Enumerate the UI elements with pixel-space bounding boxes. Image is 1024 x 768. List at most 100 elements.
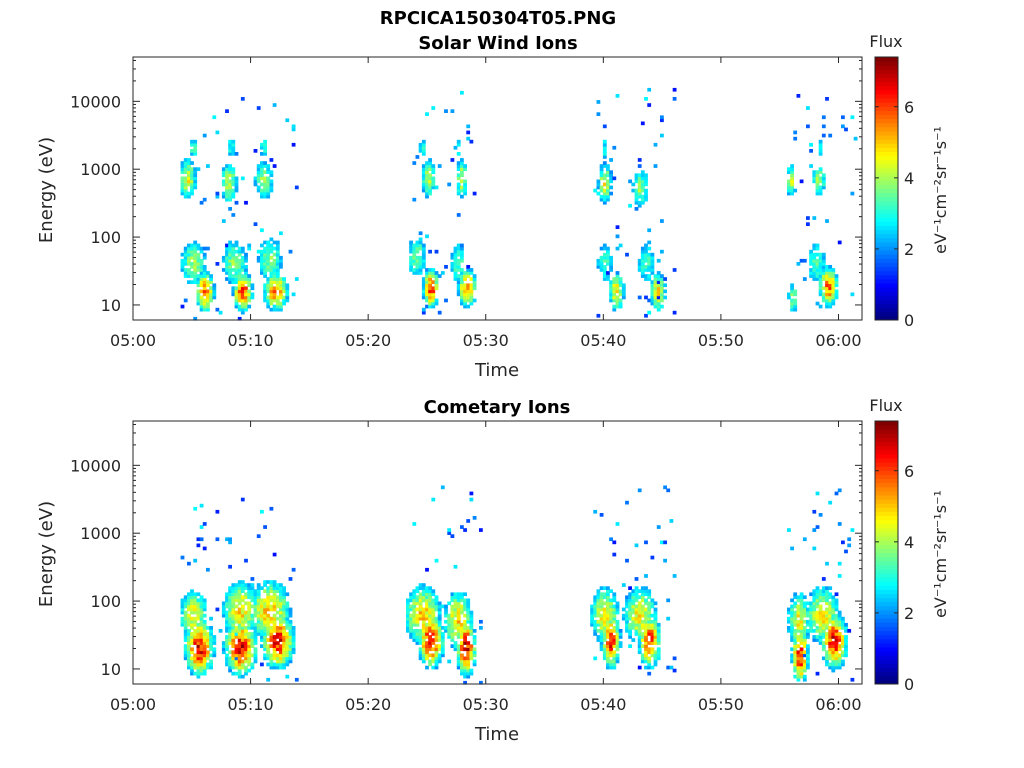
- heatmap-cell: [466, 629, 471, 633]
- heatmap-cell: [244, 558, 248, 563]
- heatmap-cell: [272, 665, 277, 670]
- heatmap-cell: [237, 252, 242, 257]
- heatmap-cell: [644, 632, 648, 636]
- heatmap-cell: [821, 589, 826, 593]
- heatmap-cell: [812, 607, 817, 612]
- heatmap-cell: [225, 182, 229, 187]
- heatmap-cell: [237, 626, 242, 630]
- heatmap-cell: [199, 619, 204, 624]
- heatmap-cell: [237, 592, 242, 597]
- heatmap-cell: [412, 619, 417, 624]
- heatmap-cell: [180, 610, 185, 615]
- heatmap-cell: [596, 313, 601, 318]
- heatmap-cell: [606, 589, 610, 593]
- heatmap-cell: [428, 622, 432, 627]
- heatmap-cell: [253, 222, 258, 226]
- heatmap-cell: [666, 616, 671, 621]
- heatmap-cell: [599, 586, 604, 590]
- heatmap-cell: [844, 641, 848, 645]
- heatmap-cell: [796, 629, 801, 633]
- heatmap-cell: [793, 188, 798, 193]
- colorbar-segment: [875, 142, 898, 148]
- heatmap-cell: [266, 629, 271, 633]
- heatmap-cell: [606, 613, 610, 618]
- heatmap-cell: [828, 274, 833, 278]
- heatmap-cell: [412, 249, 417, 254]
- heatmap-cell: [418, 647, 423, 652]
- heatmap-cell: [799, 613, 804, 618]
- heatmap-cell: [825, 292, 829, 297]
- heatmap-cell: [225, 109, 229, 113]
- heatmap-cell: [425, 280, 429, 284]
- heatmap-cell: [272, 265, 277, 269]
- heatmap-cell: [637, 182, 642, 187]
- heatmap-cell: [237, 589, 242, 593]
- heatmap-cell: [202, 246, 207, 251]
- heatmap-cell: [240, 616, 245, 621]
- heatmap-cell: [225, 170, 229, 174]
- heatmap-cell: [599, 629, 604, 633]
- heatmap-cell: [479, 619, 483, 624]
- heatmap-cell: [790, 604, 794, 609]
- heatmap-cell: [599, 598, 604, 603]
- heatmap-cell: [796, 595, 801, 600]
- heatmap-cell: [456, 185, 461, 190]
- heatmap-cell: [847, 537, 852, 542]
- heatmap-cell: [247, 656, 252, 661]
- heatmap-cell: [288, 641, 293, 645]
- heatmap-cell: [790, 182, 794, 187]
- heatmap-cell: [190, 182, 194, 187]
- heatmap-cell: [183, 616, 188, 621]
- heatmap-cell: [647, 240, 652, 245]
- heatmap-cell: [606, 252, 610, 257]
- heatmap-cell: [263, 613, 267, 618]
- heatmap-cell: [825, 592, 829, 597]
- heatmap-cell: [793, 644, 798, 648]
- heatmap-cell: [609, 280, 613, 284]
- heatmap-cell: [196, 592, 201, 597]
- heatmap-cell: [285, 604, 290, 609]
- heatmap-cell: [275, 249, 280, 254]
- heatmap-cell: [825, 662, 829, 667]
- heatmap-cell: [202, 601, 207, 606]
- heatmap-cell: [796, 665, 801, 670]
- heatmap-cell: [263, 188, 267, 193]
- heatmap-cell: [615, 629, 620, 633]
- heatmap-cell: [606, 197, 610, 202]
- heatmap-cell: [183, 635, 188, 639]
- heatmap-cell: [793, 665, 798, 670]
- heatmap-cell: [279, 262, 283, 266]
- heatmap-cell: [440, 632, 445, 636]
- heatmap-cell: [250, 616, 255, 621]
- heatmap-cell: [644, 653, 648, 658]
- heatmap-cell: [225, 537, 229, 542]
- heatmap-cell: [831, 650, 836, 655]
- colorbar-segment: [875, 568, 898, 574]
- heatmap-cell: [456, 635, 461, 639]
- heatmap-cell: [234, 304, 239, 309]
- heatmap-cell: [818, 258, 823, 263]
- heatmap-cell: [209, 274, 213, 278]
- heatmap-cell: [180, 604, 185, 609]
- heatmap-cell: [425, 176, 429, 181]
- heatmap-cell: [615, 653, 620, 658]
- heatmap-cell: [288, 249, 293, 254]
- heatmap-cell: [796, 613, 801, 618]
- heatmap-cell: [602, 142, 607, 147]
- heatmap-cell: [644, 258, 648, 263]
- heatmap-cell: [450, 626, 455, 630]
- heatmap-cell: [615, 280, 620, 284]
- heatmap-cell: [841, 659, 845, 664]
- heatmap-cell: [180, 176, 185, 181]
- heatmap-cell: [288, 619, 293, 624]
- heatmap-cell: [606, 586, 610, 590]
- colorbar-segment: [875, 449, 898, 455]
- heatmap-cell: [828, 613, 833, 618]
- heatmap-cell: [225, 613, 229, 618]
- heatmap-cell: [599, 641, 604, 645]
- y-tick-label: 1000: [80, 524, 121, 543]
- heatmap-cell: [244, 626, 248, 630]
- heatmap-cell: [828, 500, 833, 505]
- heatmap-cell: [231, 289, 236, 294]
- heatmap-cell: [815, 258, 820, 263]
